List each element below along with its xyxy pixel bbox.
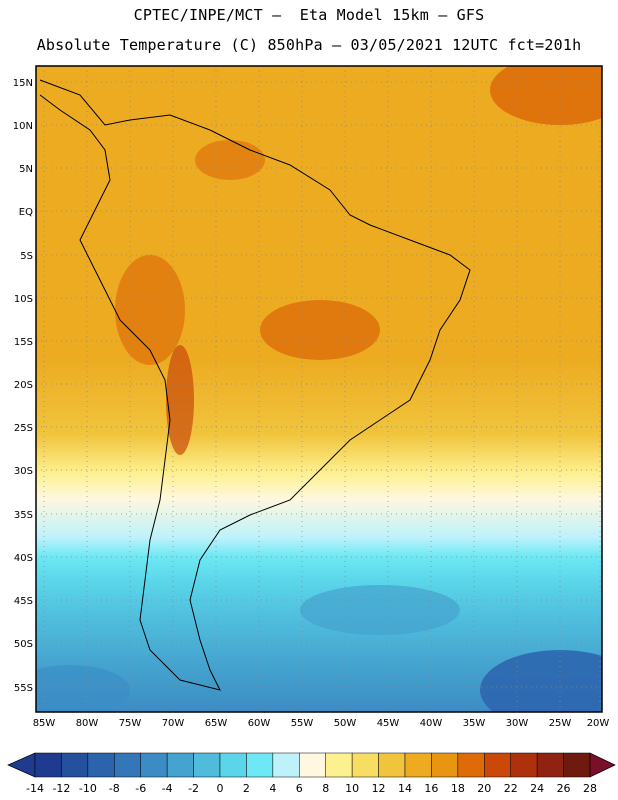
colorbar-label: -10 <box>79 782 97 795</box>
lon-label: 70W <box>162 718 185 729</box>
lon-label: 25W <box>549 718 572 729</box>
colorbar-label: 28 <box>583 782 597 795</box>
lat-label: 10S <box>14 294 33 305</box>
lat-label: 35S <box>14 510 33 521</box>
colorbar-swatch <box>87 752 115 778</box>
colorbar-label: -4 <box>162 782 173 795</box>
lon-label: 45W <box>377 718 400 729</box>
lon-label: 80W <box>76 718 99 729</box>
colorbar-label: 26 <box>557 782 571 795</box>
colorbar-label: -2 <box>188 782 199 795</box>
colorbar-swatch <box>351 752 379 778</box>
colorbar-swatch <box>140 752 168 778</box>
colorbar-swatch <box>484 752 511 778</box>
colorbar: -14 -12 -10 -8 -6 -4 -2 0 2 4 6 8 10 12 14 16 18 20 22 24 26… <box>7 752 616 795</box>
lon-label: 40W <box>420 718 443 729</box>
colorbar-label: 24 <box>530 782 544 795</box>
colorbar-swatch <box>563 752 591 778</box>
colorbar-max-arrow <box>589 752 616 778</box>
lon-label: 50W <box>334 718 357 729</box>
colorbar-label: 20 <box>477 782 491 795</box>
colorbar-swatch <box>166 752 194 778</box>
colorbar-swatch <box>404 752 432 778</box>
colorbar-label: 6 <box>296 782 303 795</box>
colorbar-label: 8 <box>322 782 329 795</box>
map-title-line1: CPTEC/INPE/MCT – Eta Model 15km – GFS <box>133 6 485 24</box>
lat-label: 5S <box>20 251 33 262</box>
map-title-line2: Absolute Temperature (C) 850hPa – 03/05/… <box>36 36 582 54</box>
colorbar-label: 14 <box>398 782 412 795</box>
colorbar-swatch <box>325 752 353 778</box>
lat-label: 40S <box>14 553 33 564</box>
colorbar-label: -12 <box>52 782 70 795</box>
lon-label: 75W <box>119 718 142 729</box>
colorbar-label: 4 <box>269 782 276 795</box>
lat-label: 15S <box>14 337 33 348</box>
colorbar-swatch <box>431 752 459 778</box>
lat-label: 25S <box>14 423 33 434</box>
longitude-labels: 85W 80W 75W 70W 65W 60W 55W 50W 45W 40W … <box>33 718 610 729</box>
colorbar-label: 18 <box>451 782 465 795</box>
colorbar-label: 10 <box>345 782 359 795</box>
latitude-labels: 15N 10N 5N EQ 5S 10S 15S 20S 25S 30S 35S… <box>13 78 33 694</box>
coastline <box>39 79 471 691</box>
colorbar-label: -14 <box>26 782 44 795</box>
colorbar-swatch <box>61 752 89 778</box>
colorbar-label: 22 <box>504 782 518 795</box>
lat-label: 55S <box>14 683 33 694</box>
colorbar-swatch <box>114 752 141 778</box>
lon-label: 30W <box>506 718 529 729</box>
lat-label: EQ <box>19 207 33 218</box>
lat-label: 20S <box>14 380 33 391</box>
lon-label: 60W <box>248 718 271 729</box>
colorbar-swatch <box>510 752 538 778</box>
colorbar-label: 16 <box>424 782 438 795</box>
lon-label: 65W <box>205 718 228 729</box>
colorbar-swatch <box>272 752 300 778</box>
lat-label: 45S <box>14 596 33 607</box>
colorbar-swatch <box>457 752 485 778</box>
colorbar-swatch <box>34 752 62 778</box>
lat-label: 10N <box>13 121 33 132</box>
colorbar-label: -8 <box>109 782 120 795</box>
colorbar-label: 0 <box>217 782 224 795</box>
temperature-field <box>36 66 602 712</box>
lon-label: 85W <box>33 718 56 729</box>
lat-label: 15N <box>13 78 33 89</box>
lat-label: 30S <box>14 466 33 477</box>
lat-label: 50S <box>14 639 33 650</box>
colorbar-swatch <box>246 752 274 778</box>
colorbar-swatch <box>378 752 406 778</box>
colorbar-min-arrow <box>7 752 36 778</box>
lon-label: 20W <box>587 718 610 729</box>
lon-label: 55W <box>291 718 314 729</box>
colorbar-swatch <box>193 752 221 778</box>
colorbar-swatch <box>536 752 564 778</box>
lon-label: 35W <box>463 718 486 729</box>
colorbar-label: 2 <box>243 782 250 795</box>
colorbar-label: 12 <box>372 782 386 795</box>
colorbar-label: -6 <box>135 782 146 795</box>
colorbar-swatch <box>299 752 326 778</box>
colorbar-swatch <box>219 752 247 778</box>
lat-label: 5N <box>19 164 33 175</box>
